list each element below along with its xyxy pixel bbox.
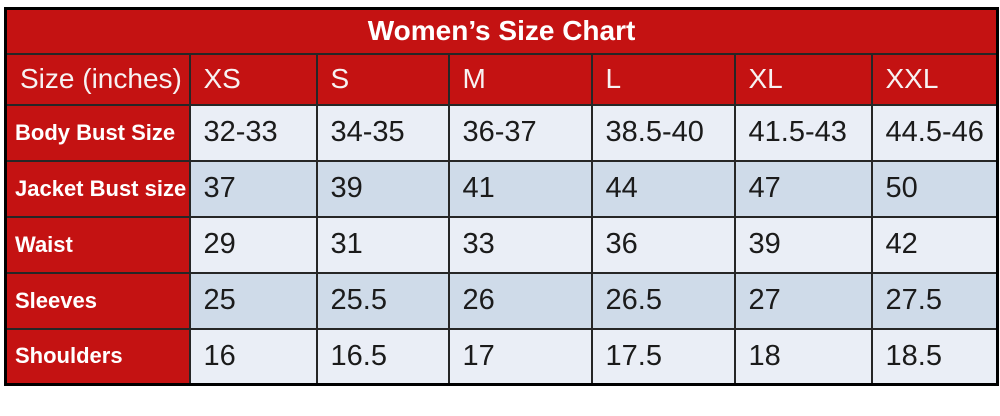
value-cell: 17.5 (590, 327, 736, 386)
table-row-shoulders: Shoulders 16 16.5 17 17.5 18 18.5 (4, 327, 999, 386)
header-xs: XS (188, 52, 318, 106)
header-l: L (590, 52, 736, 106)
header-xxl: XXL (870, 52, 999, 106)
header-row: Size (inches) XS S M L XL XXL (4, 52, 999, 106)
value-cell: 39 (733, 215, 873, 274)
row-label-waist: Waist (4, 215, 191, 274)
value-cell: 47 (733, 159, 873, 218)
table-row-body-bust-size: Body Bust Size 32-33 34-35 36-37 38.5-40… (4, 103, 999, 162)
value-cell: 27 (733, 271, 873, 330)
value-cell: 38.5-40 (590, 103, 736, 162)
row-label-body-bust-size: Body Bust Size (4, 103, 191, 162)
value-cell: 41.5-43 (733, 103, 873, 162)
value-cell: 17 (447, 327, 593, 386)
value-cell: 34-35 (315, 103, 450, 162)
table-row-jacket-bust-size: Jacket Bust size 37 39 41 44 47 50 (4, 159, 999, 218)
value-cell: 18 (733, 327, 873, 386)
header-xl: XL (733, 52, 873, 106)
value-cell: 31 (315, 215, 450, 274)
value-cell: 42 (870, 215, 999, 274)
value-cell: 25.5 (315, 271, 450, 330)
table-row-waist: Waist 29 31 33 36 39 42 (4, 215, 999, 274)
chart-title: Women’s Size Chart (4, 7, 999, 55)
value-cell: 44 (590, 159, 736, 218)
value-cell: 25 (188, 271, 318, 330)
table-row-sleeves: Sleeves 25 25.5 26 26.5 27 27.5 (4, 271, 999, 330)
row-label-sleeves: Sleeves (4, 271, 191, 330)
value-cell: 29 (188, 215, 318, 274)
title-row: Women’s Size Chart (4, 7, 999, 55)
value-cell: 39 (315, 159, 450, 218)
value-cell: 16 (188, 327, 318, 386)
value-cell: 26 (447, 271, 593, 330)
header-m: M (447, 52, 593, 106)
size-chart: Women’s Size Chart Size (inches) XS S M … (4, 7, 1000, 386)
header-s: S (315, 52, 450, 106)
value-cell: 41 (447, 159, 593, 218)
row-label-jacket-bust-size: Jacket Bust size (4, 159, 191, 218)
value-cell: 50 (870, 159, 999, 218)
value-cell: 32-33 (188, 103, 318, 162)
value-cell: 36-37 (447, 103, 593, 162)
size-chart-table: Women’s Size Chart Size (inches) XS S M … (4, 7, 1000, 386)
header-size-inches: Size (inches) (4, 52, 191, 106)
value-cell: 33 (447, 215, 593, 274)
value-cell: 16.5 (315, 327, 450, 386)
value-cell: 26.5 (590, 271, 736, 330)
value-cell: 37 (188, 159, 318, 218)
value-cell: 36 (590, 215, 736, 274)
value-cell: 44.5-46 (870, 103, 999, 162)
row-label-shoulders: Shoulders (4, 327, 191, 386)
value-cell: 27.5 (870, 271, 999, 330)
value-cell: 18.5 (870, 327, 999, 386)
